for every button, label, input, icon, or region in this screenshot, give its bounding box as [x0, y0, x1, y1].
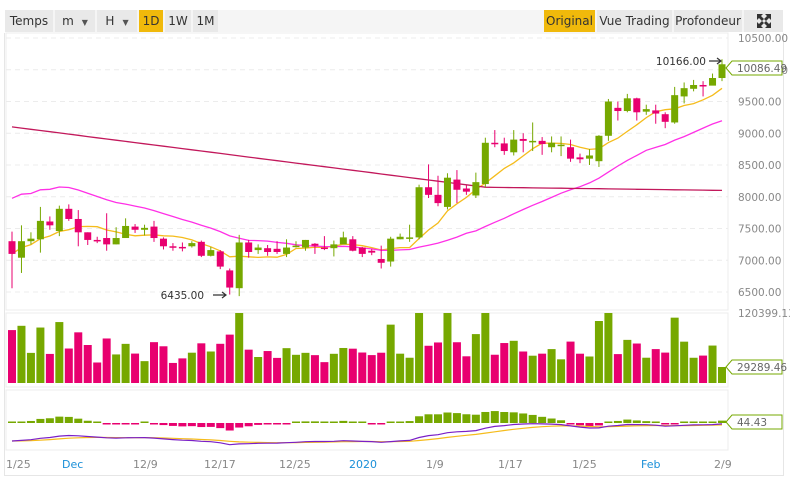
candlesticks — [8, 59, 726, 297]
svg-text:44.43: 44.43 — [737, 417, 767, 429]
price-tick: 7500.00 — [738, 224, 781, 236]
price-tick: 9000.00 — [738, 128, 781, 140]
svg-text:29289.46: 29289.46 — [737, 362, 787, 374]
low-annotation: 6435.00 — [161, 290, 227, 302]
x-label: 1/25 — [6, 458, 31, 471]
view-trading-button[interactable]: Vue Trading — [597, 10, 672, 32]
x-label-month: 2020 — [349, 458, 377, 471]
expand-arrows-icon — [756, 14, 771, 28]
current-volume-tag: 29289.46 — [725, 359, 787, 375]
price-tick: 9500.00 — [738, 97, 781, 109]
price-tick: 6500.00 — [738, 287, 781, 299]
x-label-month: Feb — [641, 458, 660, 471]
chart-toolbar: Temps m ▼ H ▼ 1D 1W 1M Original Vue Tradin… — [5, 10, 783, 32]
moving-average-lines — [11, 87, 723, 259]
interval-1w-button[interactable]: 1W — [165, 10, 191, 32]
view-original-button[interactable]: Original — [544, 10, 595, 32]
svg-text:6435.00: 6435.00 — [161, 290, 204, 302]
x-label: 12/9 — [133, 458, 158, 471]
macd-indicator — [8, 411, 726, 446]
hour-interval-select[interactable]: H ▼ — [97, 10, 137, 32]
interval-1m-button[interactable]: 1M — [193, 10, 218, 32]
arrow-right-icon — [709, 57, 722, 65]
time-label: Temps — [5, 10, 53, 32]
price-tick: 10500.00 — [738, 33, 788, 45]
minute-interval-select[interactable]: m ▼ — [55, 10, 95, 32]
volume-panel-border — [5, 312, 729, 388]
price-tick: 8000.00 — [738, 192, 781, 204]
x-label: 1/25 — [572, 458, 597, 471]
time-axis: 1/25 Dec 12/9 12/17 12/25 2020 1/9 1/17 … — [6, 458, 732, 471]
caret-down-icon: ▼ — [122, 18, 129, 27]
high-annotation: 10166.00 — [656, 56, 722, 68]
volume-max-label: 120399.13 — [738, 308, 790, 320]
x-label: 12/25 — [279, 458, 311, 471]
hour-select-value: H — [105, 14, 115, 28]
minute-select-value: m — [62, 14, 74, 28]
current-price-tag: 10086.49 — [725, 60, 787, 76]
x-label: 2/9 — [714, 458, 732, 471]
fullscreen-button[interactable] — [744, 10, 783, 32]
current-macd-tag: 44.43 — [725, 414, 783, 430]
price-tick: 8500.00 — [738, 160, 781, 172]
view-depth-button[interactable]: Profondeur — [674, 10, 742, 32]
caret-down-icon: ▼ — [81, 18, 88, 27]
x-label-month: Dec — [62, 458, 83, 471]
volume-bars — [8, 313, 726, 383]
arrow-right-icon — [213, 291, 227, 299]
price-tick: 7000.00 — [738, 255, 781, 267]
interval-1d-button[interactable]: 1D — [139, 10, 163, 32]
svg-text:10166.00: 10166.00 — [656, 56, 706, 68]
x-label: 1/9 — [426, 458, 444, 471]
x-label: 1/17 — [498, 458, 523, 471]
svg-text:10086.49: 10086.49 — [737, 63, 787, 75]
price-panel-border — [5, 32, 729, 311]
chart-frame — [4, 33, 784, 476]
x-label: 12/17 — [204, 458, 236, 471]
